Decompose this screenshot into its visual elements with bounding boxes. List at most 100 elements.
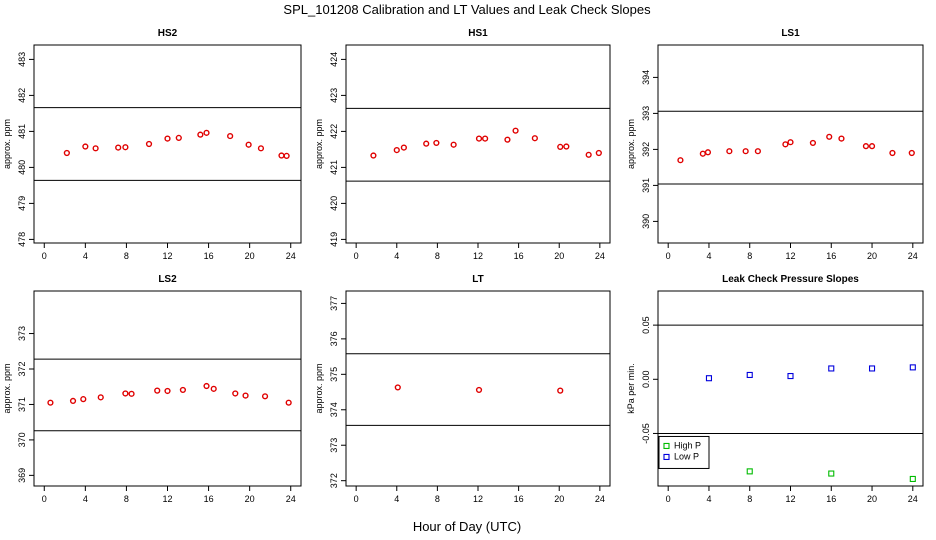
y-tick-label: 423 (329, 88, 339, 103)
x-tick-label: 16 (826, 251, 836, 261)
data-point (423, 140, 430, 147)
x-tick-label: 4 (706, 251, 711, 261)
y-tick-label: 372 (17, 361, 27, 376)
data-point (80, 396, 87, 403)
x-tick-label: 24 (595, 251, 605, 261)
y-tick-label: 373 (17, 326, 27, 341)
panel-2: LS1 approx. ppm 0 4 8 12 16 20 24 390 391 392 393 394 (626, 28, 924, 261)
data-point (677, 157, 684, 164)
data-point (283, 152, 290, 159)
data-point (699, 150, 706, 157)
x-tick-label: 24 (286, 251, 296, 261)
data-point (145, 140, 153, 148)
panel-3: LS2 approx. ppm 0 4 8 12 16 20 24 369 370 371 372 373 (2, 274, 302, 504)
panel-1: HS1 approx. ppm 0 4 8 12 16 20 24 419 420 421 422 423… (314, 28, 611, 261)
y-axis-label: approx. ppm (314, 119, 324, 169)
data-point (705, 375, 713, 382)
data-point (393, 147, 400, 154)
x-tick-label: 0 (42, 251, 47, 261)
data-point (704, 149, 712, 156)
data-point (838, 135, 845, 142)
data-point (826, 133, 833, 140)
plot-frame (33, 44, 302, 244)
panel-5: Leak Check Pressure Slopes kPa per min. 0 4… (626, 274, 924, 504)
x-tick-label: 16 (514, 494, 524, 504)
y-tick-label: 424 (329, 52, 339, 67)
data-point (889, 149, 896, 157)
data-point (63, 149, 70, 157)
y-tick-label: 377 (329, 296, 339, 311)
figure-title: SPL_101208 Calibration and LT Values and… (283, 2, 651, 17)
data-point (164, 135, 171, 142)
data-point (726, 148, 733, 155)
data-point (868, 365, 876, 372)
y-tick-label: 391 (641, 178, 651, 193)
x-tick-label: 16 (204, 251, 214, 261)
data-point (557, 387, 564, 394)
data-point (370, 152, 377, 159)
x-tick-label: 16 (826, 494, 836, 504)
x-tick-label: 0 (354, 251, 359, 261)
data-point (450, 141, 457, 148)
data-point (512, 127, 519, 134)
data-point (261, 393, 269, 400)
data-point (742, 148, 749, 155)
data-point (809, 139, 817, 147)
x-tick-label: 24 (595, 494, 605, 504)
panel-title: LT (472, 274, 483, 285)
data-point (285, 399, 292, 406)
x-tick-label: 20 (554, 251, 564, 261)
data-point (154, 387, 161, 394)
data-point (47, 399, 54, 406)
y-tick-label: 420 (329, 196, 339, 211)
x-tick-label: 0 (354, 494, 359, 504)
x-tick-label: 16 (204, 494, 214, 504)
x-tick-label: 4 (706, 494, 711, 504)
x-tick-label: 24 (286, 494, 296, 504)
legend-marker (663, 453, 670, 461)
y-tick-label: 393 (641, 106, 651, 121)
legend-label: High P (674, 440, 701, 450)
y-tick-label: 369 (17, 468, 27, 483)
x-tick-label: 12 (473, 494, 483, 504)
panel-title: HS1 (468, 28, 488, 39)
x-tick-label: 20 (245, 494, 255, 504)
data-point (585, 151, 592, 158)
data-point (563, 143, 570, 150)
data-point (475, 386, 483, 394)
data-point (128, 390, 135, 397)
x-tick-label: 24 (908, 251, 918, 261)
data-point (909, 475, 916, 483)
data-point (746, 468, 753, 475)
y-tick-label: 483 (17, 52, 27, 67)
data-point (828, 365, 835, 372)
x-tick-label: 12 (473, 251, 483, 261)
y-axis-label: approx. ppm (314, 363, 324, 413)
panel-0: HS2 approx. ppm 0 4 8 12 16 20 24 478 479 480 481 482… (2, 28, 302, 261)
y-tick-label: 0.00 (641, 371, 651, 389)
x-tick-label: 24 (908, 494, 918, 504)
y-tick-label: 370 (17, 432, 27, 447)
data-point (787, 372, 794, 380)
y-tick-label: 419 (329, 232, 339, 247)
panel-title: Leak Check Pressure Slopes (722, 274, 859, 285)
x-tick-label: 20 (554, 494, 564, 504)
data-point (754, 148, 761, 155)
y-tick-label: 392 (641, 142, 651, 157)
panel-title: LS2 (158, 274, 177, 285)
data-point (115, 144, 122, 151)
x-tick-label: 4 (83, 494, 88, 504)
data-point (179, 386, 187, 394)
y-axis-label: kPa per min. (626, 363, 636, 414)
y-tick-label: 375 (329, 367, 339, 382)
data-point (203, 382, 210, 390)
data-point (862, 143, 870, 150)
data-point (122, 144, 129, 151)
y-tick-label: 422 (329, 124, 339, 139)
y-tick-label: 374 (329, 402, 339, 417)
x-tick-label: 8 (435, 251, 440, 261)
y-tick-label: 394 (641, 70, 651, 85)
data-point (531, 135, 538, 142)
data-point (197, 131, 204, 138)
